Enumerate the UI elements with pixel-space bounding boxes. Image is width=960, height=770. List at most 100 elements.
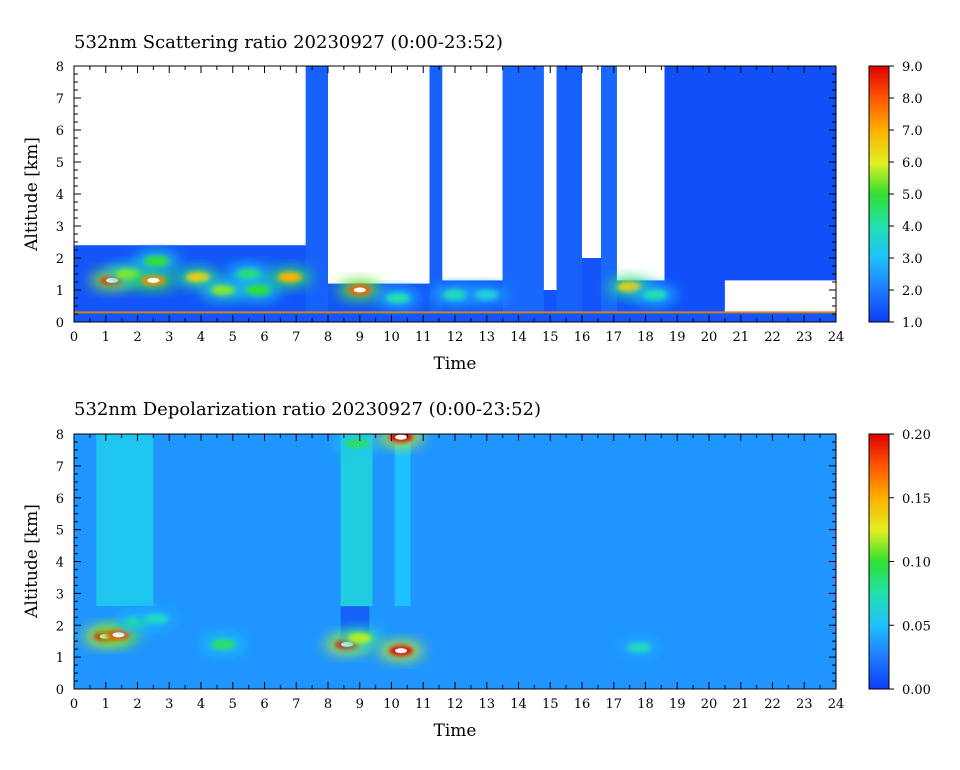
axes: 0 1 2 3 4 5 6 7 8 9 10 11 12 13 14 15 16 17 18 19 20 21 22 23 24…	[56, 428, 845, 712]
no-data-region	[442, 66, 503, 281]
x-tick-label: 5	[229, 697, 237, 712]
heatmap-feature	[131, 271, 176, 290]
heatmap-feature	[201, 281, 246, 299]
x-tick-label: 6	[260, 330, 268, 345]
x-tick-label: 18	[637, 697, 654, 712]
colorbar-tick-label: 0.05	[902, 619, 931, 634]
x-tick-label: 22	[764, 697, 781, 712]
heatmap-region	[556, 66, 582, 313]
y-tick-label: 5	[56, 524, 64, 539]
x-tick-label: 7	[292, 697, 300, 712]
heatmap-feature	[375, 289, 420, 307]
colorbar-tick-label: 5.0	[902, 188, 923, 203]
heatmap-feature	[134, 609, 179, 628]
heatmap-feature	[226, 265, 271, 283]
x-axis-label: Time	[434, 354, 477, 374]
heatmap-feature	[134, 252, 179, 271]
y-tick-label: 8	[56, 428, 64, 443]
x-tick-label: 9	[356, 330, 364, 345]
y-tick-label: 7	[56, 460, 64, 475]
x-tick-label: 17	[605, 330, 622, 345]
x-tick-label: 10	[383, 697, 400, 712]
x-tick-label: 19	[669, 697, 686, 712]
x-tick-label: 20	[701, 330, 718, 345]
x-tick-label: 1	[102, 697, 110, 712]
x-tick-label: 14	[510, 697, 527, 712]
colorbar: 1.0 2.0 3.0 4.0 5.0 6.0 7.0 8.0 9.0	[868, 60, 923, 331]
x-axis-label: Time	[434, 721, 477, 741]
colorbar-tick-label: 0.00	[902, 683, 931, 698]
x-tick-label: 10	[383, 330, 400, 345]
heatmap-region	[601, 66, 617, 313]
colorbar-tick-label: 0.20	[902, 428, 931, 443]
x-tick-label: 21	[732, 330, 749, 345]
y-tick-label: 4	[56, 188, 64, 203]
x-tick-label: 24	[828, 697, 845, 712]
x-tick-label: 3	[165, 697, 173, 712]
colorbar-tick-label: 0.15	[902, 492, 931, 507]
colorbar-tick-label: 1.0	[902, 316, 923, 331]
colorbar-tick-label: 7.0	[902, 124, 923, 139]
scattering-chart: 532nm Scattering ratio 20230927 (0:00-23…	[22, 32, 923, 374]
x-tick-label: 15	[542, 697, 559, 712]
colorbar: 0.00 0.05 0.10 0.15 0.20	[868, 428, 931, 698]
y-tick-label: 2	[56, 619, 64, 634]
x-tick-label: 24	[828, 330, 845, 345]
x-tick-label: 2	[133, 697, 141, 712]
heatmap-background	[74, 434, 836, 689]
colorbar-tick-label: 8.0	[902, 92, 923, 107]
y-tick-label: 5	[56, 156, 64, 171]
y-tick-label: 4	[56, 556, 64, 571]
x-tick-label: 21	[732, 697, 749, 712]
x-tick-label: 2	[133, 330, 141, 345]
x-tick-label: 17	[605, 697, 622, 712]
heatmap-feature	[617, 638, 662, 657]
heatmap-region	[394, 434, 411, 607]
heatmap-region	[305, 66, 328, 313]
heatmap-field	[74, 66, 836, 322]
x-tick-label: 0	[70, 330, 78, 345]
colorbar-tick-label: 4.0	[902, 220, 923, 235]
x-tick-label: 23	[796, 330, 813, 345]
colorbar-gradient	[868, 65, 890, 323]
x-tick-label: 5	[229, 330, 237, 345]
y-tick-label: 2	[56, 252, 64, 267]
y-tick-label: 6	[56, 492, 64, 507]
x-tick-label: 11	[415, 697, 432, 712]
x-tick-label: 12	[447, 330, 464, 345]
y-tick-label: 3	[56, 587, 64, 602]
x-tick-label: 18	[637, 330, 654, 345]
colorbar-gradient	[868, 433, 890, 690]
y-axis-label: Altitude [km]	[22, 504, 42, 619]
x-tick-label: 4	[197, 330, 205, 345]
no-data-region	[328, 66, 430, 284]
heatmap-field	[74, 434, 836, 689]
heatmap-feature	[633, 285, 678, 304]
x-tick-label: 9	[356, 697, 364, 712]
heatmap-feature	[201, 635, 246, 654]
x-tick-label: 16	[574, 330, 591, 345]
colorbar-tick-label: 6.0	[902, 156, 923, 171]
x-tick-label: 15	[542, 330, 559, 345]
y-tick-label: 0	[56, 683, 64, 698]
x-tick-label: 13	[478, 330, 495, 345]
heatmap-feature	[267, 268, 312, 287]
y-tick-label: 1	[56, 284, 64, 299]
y-tick-label: 3	[56, 220, 64, 235]
chart-title: 532nm Depolarization ratio 20230927 (0:0…	[74, 399, 541, 420]
x-tick-label: 11	[415, 330, 432, 345]
heatmap-feature	[334, 434, 379, 453]
heatmap-feature	[337, 629, 382, 647]
chart-title: 532nm Scattering ratio 20230927 (0:00-23…	[74, 32, 503, 53]
heatmap-feature	[175, 268, 220, 287]
colorbar-tick-label: 9.0	[902, 60, 923, 75]
colorbar-tick-label: 2.0	[902, 284, 923, 299]
x-tick-label: 1	[102, 330, 110, 345]
y-tick-label: 1	[56, 651, 64, 666]
heatmap-feature	[379, 641, 424, 660]
no-data-region	[724, 280, 836, 313]
heatmap-region	[664, 66, 836, 313]
colorbar-tick-label: 0.10	[902, 556, 931, 571]
x-tick-label: 12	[447, 697, 464, 712]
